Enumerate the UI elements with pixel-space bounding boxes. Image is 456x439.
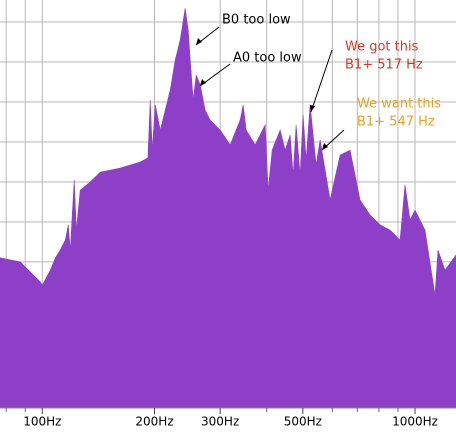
arrow-head [310,105,315,112]
annotation: B1+ 517 Hz [345,58,423,73]
annotation: B0 too low [222,13,291,28]
x-tick-label: 500Hz [284,415,322,429]
arrow-head [322,143,328,150]
x-tick-label: 300Hz [201,415,239,429]
annotation: B1+ 547 Hz [357,115,435,130]
annotation: We got this [345,40,419,55]
x-axis-ticks: 100Hz 200Hz 300Hz 500Hz 1000Hz [5,408,438,429]
annotations: B0 too low A0 too low We got this B1+ 517 H… [195,13,441,151]
arrow-head [196,38,202,45]
annotation-arrow [310,49,333,113]
area-layer [0,8,456,409]
arrow-head [200,79,206,86]
axis-strip [0,408,456,439]
x-tick-label: 200Hz [135,415,173,429]
spectrum-area [0,8,456,409]
x-tick-label: 100Hz [23,415,61,429]
x-tick-label: 1000Hz [392,415,438,429]
annotation: A0 too low [233,51,302,66]
annotation: We want this [357,97,441,112]
